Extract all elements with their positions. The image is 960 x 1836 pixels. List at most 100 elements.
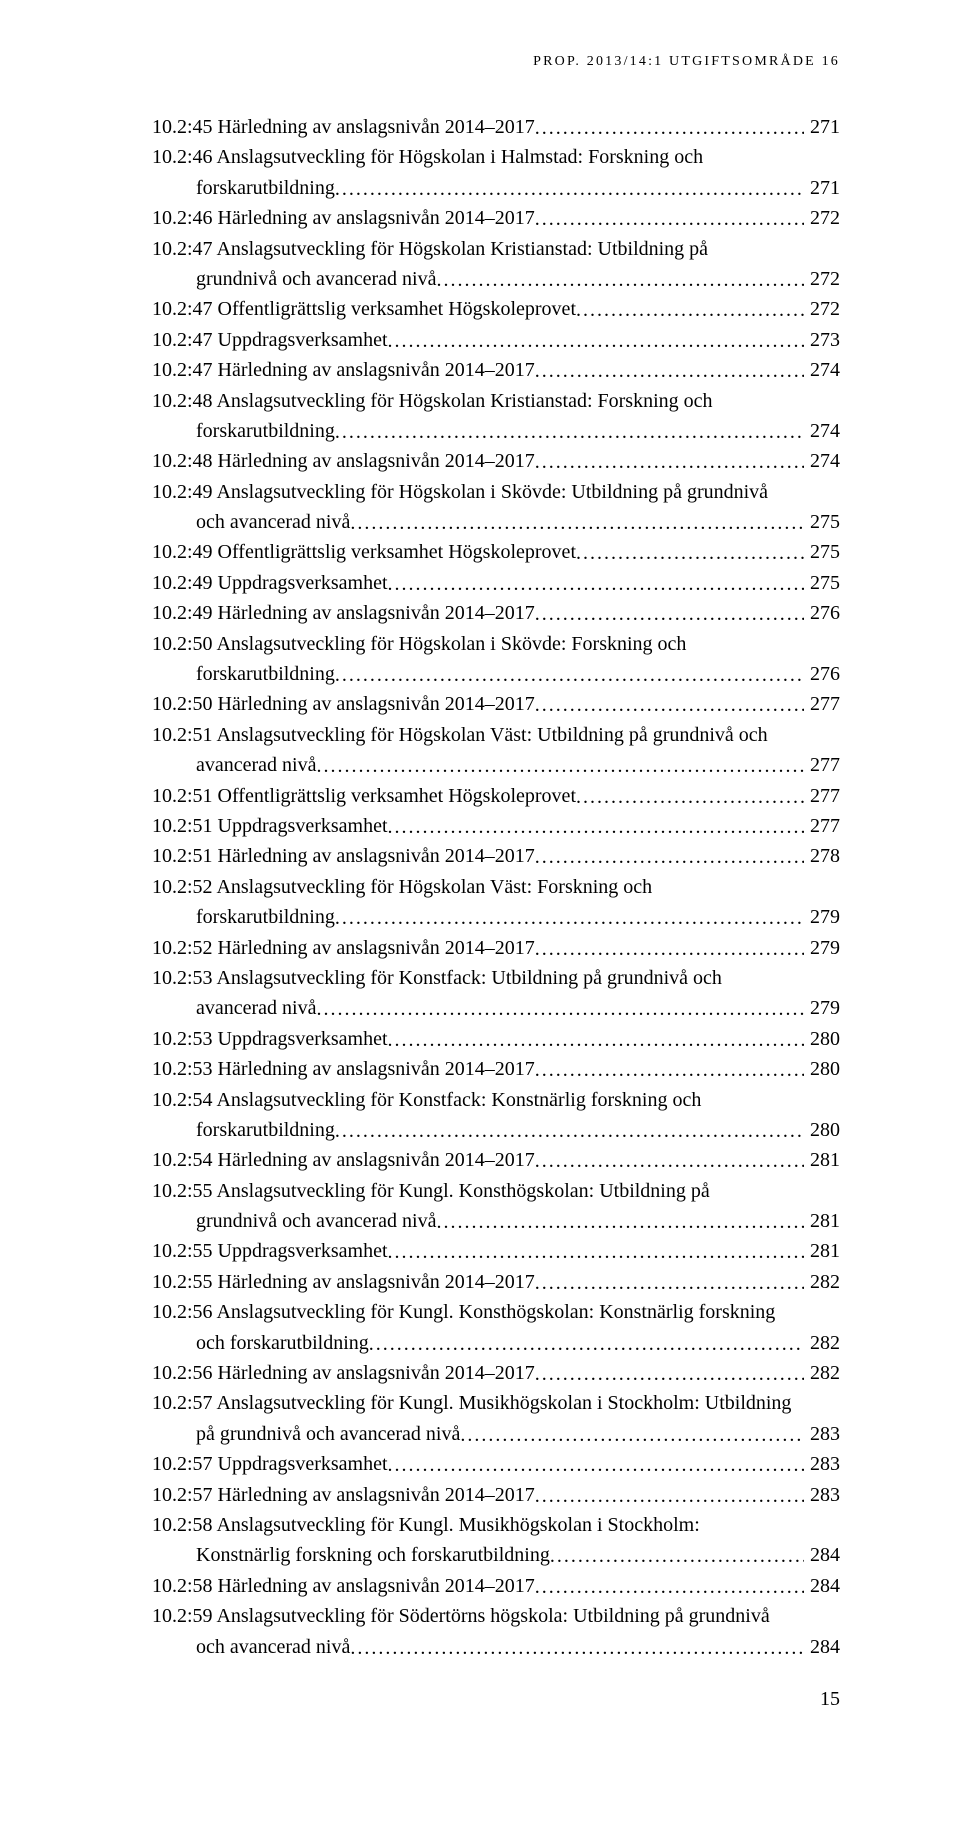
toc-row: grundnivå och avancerad nivå 281 bbox=[152, 1206, 840, 1236]
toc-row: och avancerad nivå 275 bbox=[152, 507, 840, 537]
toc-leader-dots bbox=[550, 1541, 804, 1571]
toc-entry-text: avancerad nivå bbox=[196, 993, 316, 1023]
toc-leader-dots bbox=[388, 1237, 804, 1267]
toc-leader-dots bbox=[576, 538, 804, 568]
toc-row: 10.2:47 Offentligrättslig verksamhet Hög… bbox=[152, 294, 840, 324]
toc-page-number: 274 bbox=[804, 446, 840, 476]
toc-leader-dots bbox=[535, 113, 804, 143]
toc-row: grundnivå och avancerad nivå 272 bbox=[152, 264, 840, 294]
toc-leader-dots bbox=[460, 1420, 804, 1450]
running-head: PROP. 2013/14:1 UTGIFTSOMRÅDE 16 bbox=[152, 54, 840, 70]
toc-row: 10.2:51 Uppdragsverksamhet 277 bbox=[152, 811, 840, 841]
toc-page-number: 283 bbox=[804, 1480, 840, 1510]
toc-leader-dots bbox=[335, 1116, 804, 1146]
toc-entry-text: 10.2:52 Anslagsutveckling för Högskolan … bbox=[152, 872, 652, 902]
toc-leader-dots bbox=[535, 1268, 804, 1298]
toc-entry-text: 10.2:46 Anslagsutveckling för Högskolan … bbox=[152, 142, 703, 172]
toc-row: 10.2:46 Härledning av anslagsnivån 2014–… bbox=[152, 203, 840, 233]
toc-row: och forskarutbildning 282 bbox=[152, 1328, 840, 1358]
toc-page-number: 281 bbox=[804, 1145, 840, 1175]
toc-page-number: 281 bbox=[804, 1206, 840, 1236]
toc-entry-text: forskarutbildning bbox=[196, 902, 335, 932]
toc-row: 10.2:57 Anslagsutveckling för Kungl. Mus… bbox=[152, 1388, 840, 1418]
toc-entry-text: 10.2:58 Anslagsutveckling för Kungl. Mus… bbox=[152, 1510, 700, 1540]
toc-leader-dots bbox=[316, 994, 804, 1024]
toc-page-number: 281 bbox=[804, 1236, 840, 1266]
toc-row: 10.2:57 Härledning av anslagsnivån 2014–… bbox=[152, 1480, 840, 1510]
toc-leader-dots bbox=[535, 690, 804, 720]
toc-leader-dots bbox=[335, 660, 804, 690]
toc-row: 10.2:47 Uppdragsverksamhet 273 bbox=[152, 325, 840, 355]
toc-row: 10.2:55 Uppdragsverksamhet 281 bbox=[152, 1236, 840, 1266]
toc-leader-dots bbox=[535, 447, 804, 477]
toc-leader-dots bbox=[535, 204, 804, 234]
toc-page-number: 278 bbox=[804, 841, 840, 871]
toc-entry-text: 10.2:49 Anslagsutveckling för Högskolan … bbox=[152, 477, 768, 507]
toc-page-number: 271 bbox=[804, 112, 840, 142]
toc-page-number: 279 bbox=[804, 933, 840, 963]
toc-row: 10.2:51 Härledning av anslagsnivån 2014–… bbox=[152, 841, 840, 871]
toc-row: 10.2:55 Härledning av anslagsnivån 2014–… bbox=[152, 1267, 840, 1297]
toc-row: Konstnärlig forskning och forskarutbildn… bbox=[152, 1540, 840, 1570]
toc-entry-text: och forskarutbildning bbox=[196, 1328, 369, 1358]
toc-entry-text: 10.2:57 Uppdragsverksamhet bbox=[152, 1449, 388, 1479]
toc-entry-text: 10.2:57 Härledning av anslagsnivån 2014–… bbox=[152, 1480, 535, 1510]
toc-row: 10.2:52 Anslagsutveckling för Högskolan … bbox=[152, 872, 840, 902]
toc-row: 10.2:50 Anslagsutveckling för Högskolan … bbox=[152, 629, 840, 659]
toc-page-number: 275 bbox=[804, 568, 840, 598]
toc-entry-text: 10.2:57 Anslagsutveckling för Kungl. Mus… bbox=[152, 1388, 791, 1418]
toc-entry-text: forskarutbildning bbox=[196, 173, 335, 203]
toc-page-number: 283 bbox=[804, 1449, 840, 1479]
toc-entry-text: avancerad nivå bbox=[196, 750, 316, 780]
toc-entry-text: 10.2:56 Härledning av anslagsnivån 2014–… bbox=[152, 1358, 535, 1388]
toc-row: 10.2:53 Uppdragsverksamhet 280 bbox=[152, 1024, 840, 1054]
toc-entry-text: 10.2:48 Anslagsutveckling för Högskolan … bbox=[152, 386, 713, 416]
toc-leader-dots bbox=[535, 1572, 804, 1602]
toc-leader-dots bbox=[335, 174, 804, 204]
toc-page-number: 272 bbox=[804, 203, 840, 233]
toc-page-number: 274 bbox=[804, 355, 840, 385]
toc-entry-text: 10.2:47 Anslagsutveckling för Högskolan … bbox=[152, 234, 708, 264]
toc-row: 10.2:53 Härledning av anslagsnivån 2014–… bbox=[152, 1054, 840, 1084]
toc-leader-dots bbox=[576, 295, 804, 325]
toc-row: 10.2:48 Anslagsutveckling för Högskolan … bbox=[152, 386, 840, 416]
toc-row: 10.2:53 Anslagsutveckling för Konstfack:… bbox=[152, 963, 840, 993]
toc-leader-dots bbox=[535, 1055, 804, 1085]
toc-entry-text: 10.2:47 Härledning av anslagsnivån 2014–… bbox=[152, 355, 535, 385]
toc-entry-text: 10.2:53 Anslagsutveckling för Konstfack:… bbox=[152, 963, 722, 993]
toc-leader-dots bbox=[535, 356, 804, 386]
toc-row: 10.2:52 Härledning av anslagsnivån 2014–… bbox=[152, 933, 840, 963]
toc-entry-text: 10.2:50 Anslagsutveckling för Högskolan … bbox=[152, 629, 686, 659]
toc-row: 10.2:58 Härledning av anslagsnivån 2014–… bbox=[152, 1571, 840, 1601]
toc-entry-text: 10.2:55 Uppdragsverksamhet bbox=[152, 1236, 388, 1266]
toc-row: forskarutbildning 280 bbox=[152, 1115, 840, 1145]
toc-page-number: 274 bbox=[804, 416, 840, 446]
toc-entry-text: 10.2:53 Härledning av anslagsnivån 2014–… bbox=[152, 1054, 535, 1084]
toc-page-number: 276 bbox=[804, 659, 840, 689]
toc-page-number: 276 bbox=[804, 598, 840, 628]
page: PROP. 2013/14:1 UTGIFTSOMRÅDE 16 10.2:45… bbox=[0, 0, 960, 1711]
toc-leader-dots bbox=[316, 751, 804, 781]
toc-page-number: 272 bbox=[804, 264, 840, 294]
toc-entry-text: 10.2:51 Anslagsutveckling för Högskolan … bbox=[152, 720, 768, 750]
toc-page-number: 272 bbox=[804, 294, 840, 324]
toc-entry-text: 10.2:46 Härledning av anslagsnivån 2014–… bbox=[152, 203, 535, 233]
toc-row: 10.2:56 Härledning av anslagsnivån 2014–… bbox=[152, 1358, 840, 1388]
toc-row: 10.2:56 Anslagsutveckling för Kungl. Kon… bbox=[152, 1297, 840, 1327]
toc-row: forskarutbildning 274 bbox=[152, 416, 840, 446]
toc-page-number: 277 bbox=[804, 781, 840, 811]
toc-entry-text: på grundnivå och avancerad nivå bbox=[196, 1419, 460, 1449]
toc-page-number: 273 bbox=[804, 325, 840, 355]
toc-row: avancerad nivå 277 bbox=[152, 750, 840, 780]
toc-page-number: 282 bbox=[804, 1267, 840, 1297]
toc-entry-text: 10.2:55 Anslagsutveckling för Kungl. Kon… bbox=[152, 1176, 710, 1206]
toc-entry-text: 10.2:51 Uppdragsverksamhet bbox=[152, 811, 388, 841]
toc-row: forskarutbildning 271 bbox=[152, 173, 840, 203]
toc-entry-text: 10.2:53 Uppdragsverksamhet bbox=[152, 1024, 388, 1054]
toc-leader-dots bbox=[535, 934, 804, 964]
toc-leader-dots bbox=[388, 326, 804, 356]
toc-entry-text: forskarutbildning bbox=[196, 1115, 335, 1145]
toc-row: 10.2:51 Offentligrättslig verksamhet Hög… bbox=[152, 781, 840, 811]
toc-entry-text: 10.2:45 Härledning av anslagsnivån 2014–… bbox=[152, 112, 535, 142]
toc-page-number: 284 bbox=[804, 1632, 840, 1662]
